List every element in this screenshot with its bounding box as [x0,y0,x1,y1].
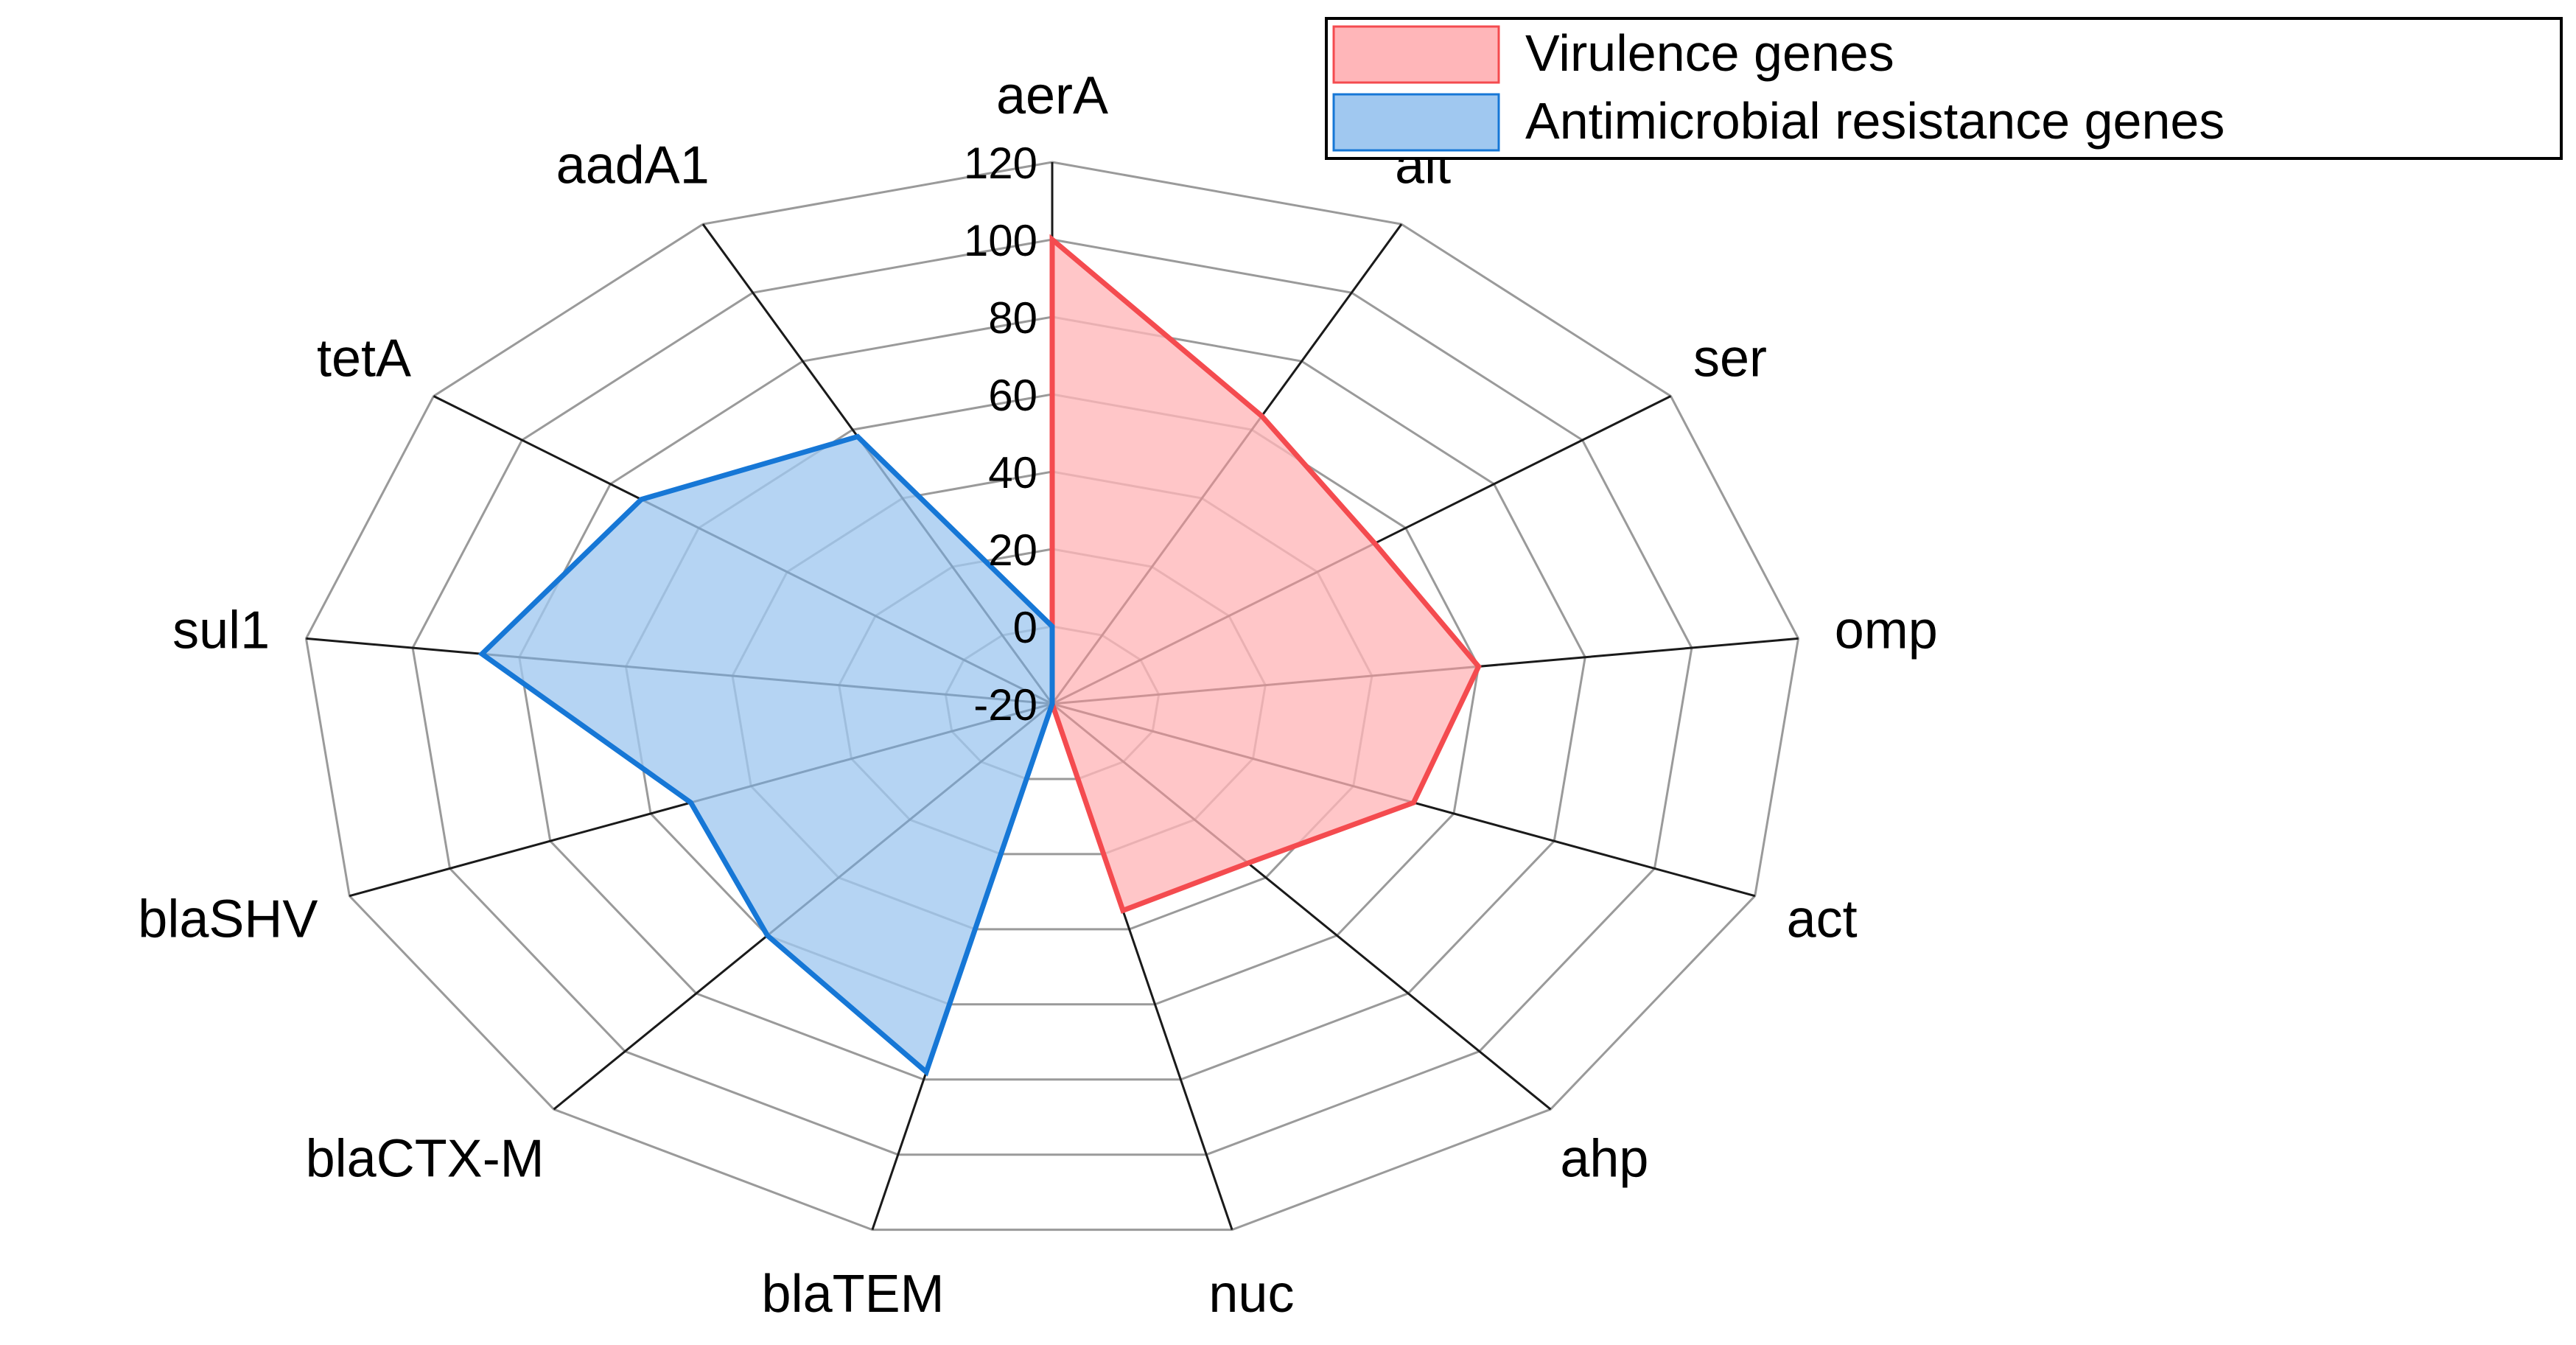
legend-swatch-antimicrobial [1332,93,1500,152]
legend: Virulence genes Antimicrobial resistance… [1325,17,2563,160]
tick-label-80: 80 [988,293,1037,343]
tick-label-100: 100 [964,216,1037,265]
category-label-blashv: blaSHV [138,890,318,949]
category-label-ahp: ahp [1560,1130,1648,1189]
legend-frame [1325,17,2563,160]
grid-ring-120 [304,161,1800,1232]
tick-label-20: 20 [988,525,1037,575]
category-label-aera: aerA [996,66,1108,125]
tick-label-20: -20 [973,680,1037,730]
category-label-blatem: blaTEM [762,1265,945,1324]
category-label-omp: omp [1835,601,1938,660]
grid-ring-80 [518,315,1586,1081]
grid-ring-100 [411,238,1693,1156]
category-label-teta: tetA [317,329,411,388]
category-label-nuc: nuc [1208,1265,1294,1324]
tick-label-0: 0 [1013,603,1037,652]
tick-label-40: 40 [988,448,1037,497]
tick-labels: -20 0 20 40 60 80 100 120 [964,139,1037,730]
category-labels: aerAaltserompactahpnucblaTEMblaCTX-MblaS… [138,66,1938,1324]
category-label-act: act [1787,890,1858,949]
category-label-blactx-m: blaCTX-M [306,1130,545,1189]
series-layer [477,234,1482,1077]
category-label-ser: ser [1693,329,1767,388]
category-label-aada1: aadA1 [556,136,710,195]
category-label-sul1: sul1 [172,601,270,660]
legend-label-virulence: Virulence genes [1525,24,1894,82]
series-area-virulence-genes [1049,234,1482,914]
tick-label-60: 60 [988,371,1037,420]
tick-label-120: 120 [964,139,1037,188]
legend-label-antimicrobial: Antimicrobial resistance genes [1525,92,2225,150]
legend-swatch-virulence [1332,25,1500,84]
series-area-antimicrobial-resistance-genes [477,433,1055,1077]
